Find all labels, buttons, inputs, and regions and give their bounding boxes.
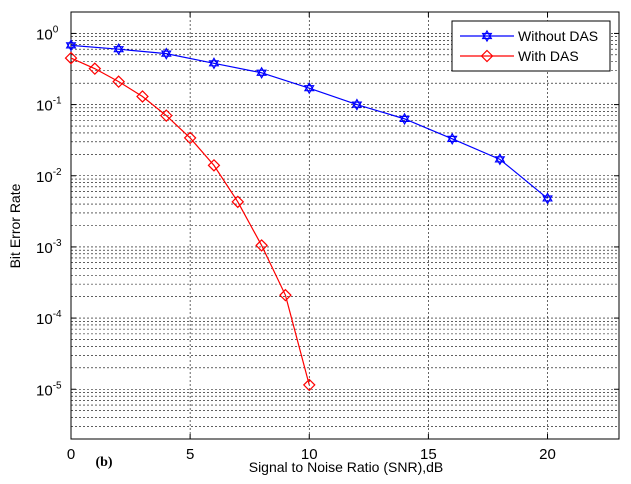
panel-label: (b) [95,455,112,470]
data-point-with-das [88,62,102,75]
legend: Without DAS With DAS [451,20,611,72]
data-point-without-das [113,43,125,56]
legend-label: Without DAS [518,28,598,44]
legend-entry-without-das: Without DAS [460,28,598,44]
data-point-with-das [64,51,78,65]
x-axis-label: Signal to Noise Ratio (SNR),dB [249,459,444,475]
series-line-with-das [70,57,310,386]
series-layer [64,39,553,392]
data-point-with-das [159,109,173,122]
legend-entry-with-das: With DAS [460,48,579,64]
legend-marker [480,49,494,63]
tick-marks [70,12,619,439]
y-tick-label: 10-1 [36,96,62,115]
data-point-without-das [208,57,220,70]
data-point-without-das [160,47,172,60]
data-point-with-das [207,159,221,172]
y-tick-label: 10-4 [36,309,62,328]
x-tick-label: 15 [420,446,437,463]
data-point-with-das [112,75,126,89]
y-tick-labels: 100 10-1 10-2 10-3 10-4 10-5 [36,24,62,399]
data-point-without-das [256,66,267,79]
data-point-without-das [542,192,553,205]
data-point-with-das [255,239,268,252]
data-point-without-das [399,112,410,126]
x-tick-label: 5 [186,446,194,463]
legend-label: With DAS [518,48,579,64]
y-tick-label: 10-5 [36,380,62,399]
data-point-with-das [183,131,197,145]
series-line-without-das [70,44,548,199]
legend-marker [481,29,493,43]
y-axis-label: Bit Error Rate [7,183,23,268]
data-point-without-das [303,81,315,95]
y-tick-label: 100 [36,24,59,43]
series-without-das [65,39,553,205]
plot-area-frame [70,11,620,440]
x-tick-label: 20 [539,446,556,463]
x-tick-label: 10 [301,446,318,463]
series-with-das [64,51,316,392]
data-point-with-das [231,195,245,209]
data-point-with-das [302,378,316,392]
data-point-with-das [279,288,292,302]
data-point-without-das [65,39,77,52]
x-tick-label: 0 [67,446,75,463]
legend-box [451,20,611,72]
x-tick-labels: 0 5 10 15 20 [67,446,556,463]
data-point-with-das [136,90,149,103]
y-tick-label: 10-3 [36,238,62,257]
data-point-without-das [494,153,506,166]
y-tick-label: 10-2 [36,167,62,186]
data-point-without-das [446,132,458,146]
data-point-without-das [351,98,363,111]
